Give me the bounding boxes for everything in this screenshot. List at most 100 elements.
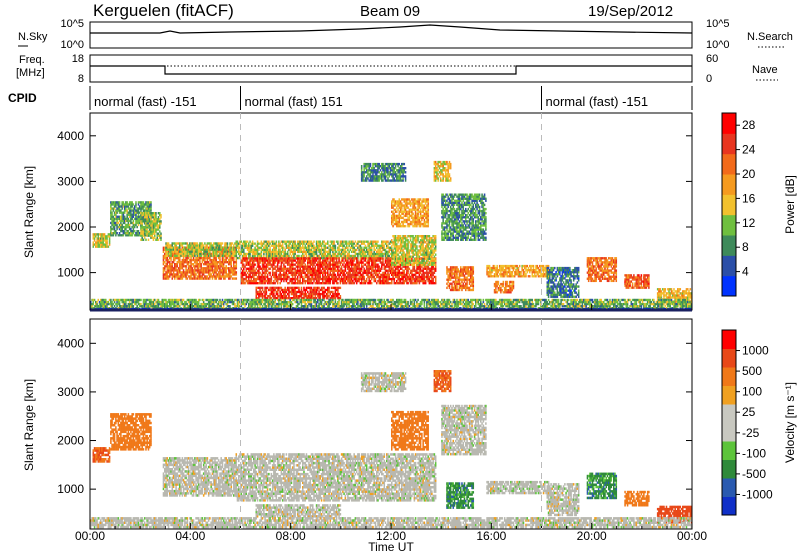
power-cell: [307, 267, 309, 270]
power-cell: [313, 279, 315, 283]
power-cell: [367, 271, 369, 275]
power-cell: [391, 255, 393, 258]
power-cell: [393, 245, 396, 248]
power-cell: [261, 261, 264, 264]
power-cell: [310, 259, 313, 262]
power-cell: [233, 263, 235, 266]
power-cell: [409, 261, 412, 265]
power-cell: [121, 211, 123, 214]
power-cell: [429, 282, 432, 285]
power-cell: [130, 211, 132, 214]
power-cell: [141, 212, 143, 215]
power-cell: [145, 223, 147, 227]
power-cell: [350, 273, 353, 277]
power-cell: [307, 290, 309, 294]
power-cell: [389, 257, 392, 260]
power-cell: [97, 233, 100, 236]
power-cell: [381, 261, 383, 264]
power-cell: [294, 273, 296, 277]
power-cell: [209, 244, 211, 247]
power-cell: [152, 228, 155, 231]
power-cell: [407, 277, 409, 281]
power-cell: [220, 261, 222, 264]
power-cell: [286, 259, 289, 262]
power-cell: [210, 265, 212, 268]
power-cell: [418, 241, 421, 244]
power-cell: [379, 254, 382, 258]
power-cell: [132, 221, 135, 225]
power-cell: [368, 261, 370, 264]
power-cell: [402, 279, 404, 283]
power-cell: [407, 271, 409, 275]
power-cell: [315, 244, 318, 247]
power-cell: [102, 237, 105, 240]
power-cell: [233, 277, 235, 280]
power-cell: [165, 271, 167, 274]
power-cell: [329, 252, 332, 256]
power-cell: [296, 271, 299, 275]
power-cell: [126, 211, 128, 214]
power-cell: [191, 250, 194, 253]
power-cell: [179, 267, 181, 270]
power-cell: [354, 252, 357, 256]
power-cell: [150, 230, 152, 233]
power-cell: [304, 290, 307, 294]
power-cell: [313, 288, 315, 292]
power-cell: [360, 242, 363, 245]
power-cell: [393, 243, 396, 246]
power-cell: [357, 252, 359, 256]
power-cell: [192, 250, 195, 253]
power-cell: [219, 250, 221, 253]
power-cell: [200, 242, 202, 245]
power-cell: [359, 256, 362, 260]
power-cell: [210, 263, 212, 266]
power-cell: [402, 253, 404, 256]
power-cell: [147, 220, 150, 223]
power-cell: [209, 246, 211, 249]
power-cell: [313, 252, 315, 256]
power-cell: [207, 246, 210, 249]
power-cell: [329, 265, 332, 268]
power-cell: [313, 271, 315, 275]
power-cell: [211, 258, 214, 262]
power-cell: [187, 244, 190, 247]
power-cell: [191, 248, 194, 251]
power-cell: [118, 217, 121, 221]
power-cell: [126, 215, 128, 218]
power-cell: [339, 261, 342, 264]
power-cell: [422, 269, 424, 272]
power-cell: [120, 219, 122, 223]
power-cell: [251, 263, 254, 266]
power-cell: [391, 269, 393, 272]
power-cell: [127, 213, 130, 216]
power-cell: [286, 282, 289, 285]
power-cell: [374, 244, 377, 247]
power-cell: [278, 246, 280, 249]
power-cell: [169, 254, 171, 257]
power-cell: [100, 245, 102, 248]
power-cell: [152, 230, 155, 233]
power-cell: [245, 277, 248, 281]
power-cell: [186, 277, 189, 280]
power-cell: [334, 279, 337, 283]
power-cell: [118, 232, 121, 235]
power-cell: [266, 240, 269, 243]
power-cell: [171, 252, 174, 256]
power-cell: [202, 256, 205, 260]
power-cell: [162, 263, 165, 266]
power-cell: [231, 258, 234, 262]
power-cell: [426, 243, 428, 246]
power-cell: [169, 252, 171, 255]
power-cell: [404, 245, 407, 248]
power-cell: [221, 258, 224, 262]
power-cell: [268, 261, 270, 264]
power-cell: [299, 259, 301, 262]
power-cell: [379, 244, 382, 247]
power-cell: [145, 222, 147, 225]
power-cell: [197, 248, 200, 251]
power-cell: [160, 232, 162, 235]
power-cell: [377, 269, 379, 272]
power-cell: [186, 273, 189, 276]
power-cell: [369, 248, 372, 252]
power-cell: [176, 277, 179, 280]
